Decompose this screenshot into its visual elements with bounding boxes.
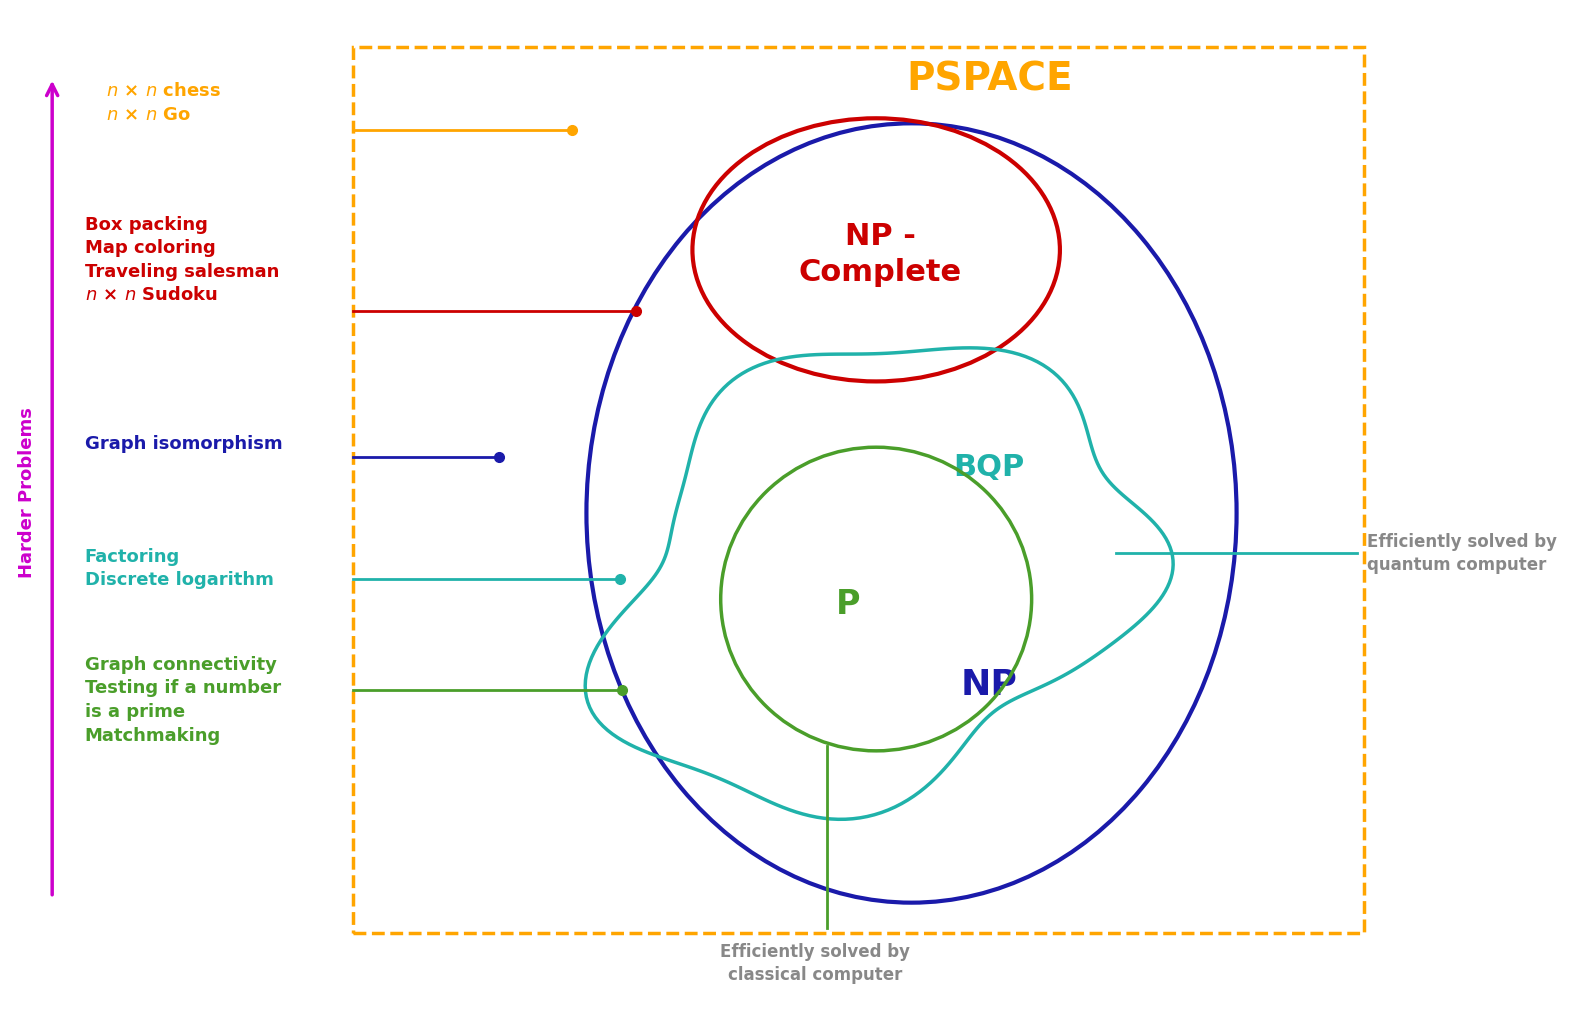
- Text: NP: NP: [961, 668, 1018, 702]
- Text: PSPACE: PSPACE: [906, 61, 1073, 98]
- Text: Efficiently solved by
classical computer: Efficiently solved by classical computer: [721, 943, 911, 984]
- Text: P: P: [836, 588, 861, 621]
- Text: Harder Problems: Harder Problems: [17, 407, 36, 579]
- Text: BQP: BQP: [954, 452, 1024, 482]
- Text: Graph isomorphism: Graph isomorphism: [85, 435, 283, 453]
- Text: NP -
Complete: NP - Complete: [798, 223, 961, 287]
- Text: Factoring
Discrete logarithm: Factoring Discrete logarithm: [85, 548, 273, 590]
- Bar: [353, 47, 1364, 933]
- Text: Graph connectivity
Testing if a number
is a prime
Matchmaking: Graph connectivity Testing if a number i…: [85, 656, 281, 745]
- Text: Efficiently solved by
quantum computer: Efficiently solved by quantum computer: [1367, 532, 1557, 575]
- Text: Box packing
Map coloring
Traveling salesman
$n$ × $n$ Sudoku: Box packing Map coloring Traveling sales…: [85, 215, 280, 305]
- Text: $n$ × $n$ chess
$n$ × $n$ Go: $n$ × $n$ chess $n$ × $n$ Go: [105, 82, 222, 124]
